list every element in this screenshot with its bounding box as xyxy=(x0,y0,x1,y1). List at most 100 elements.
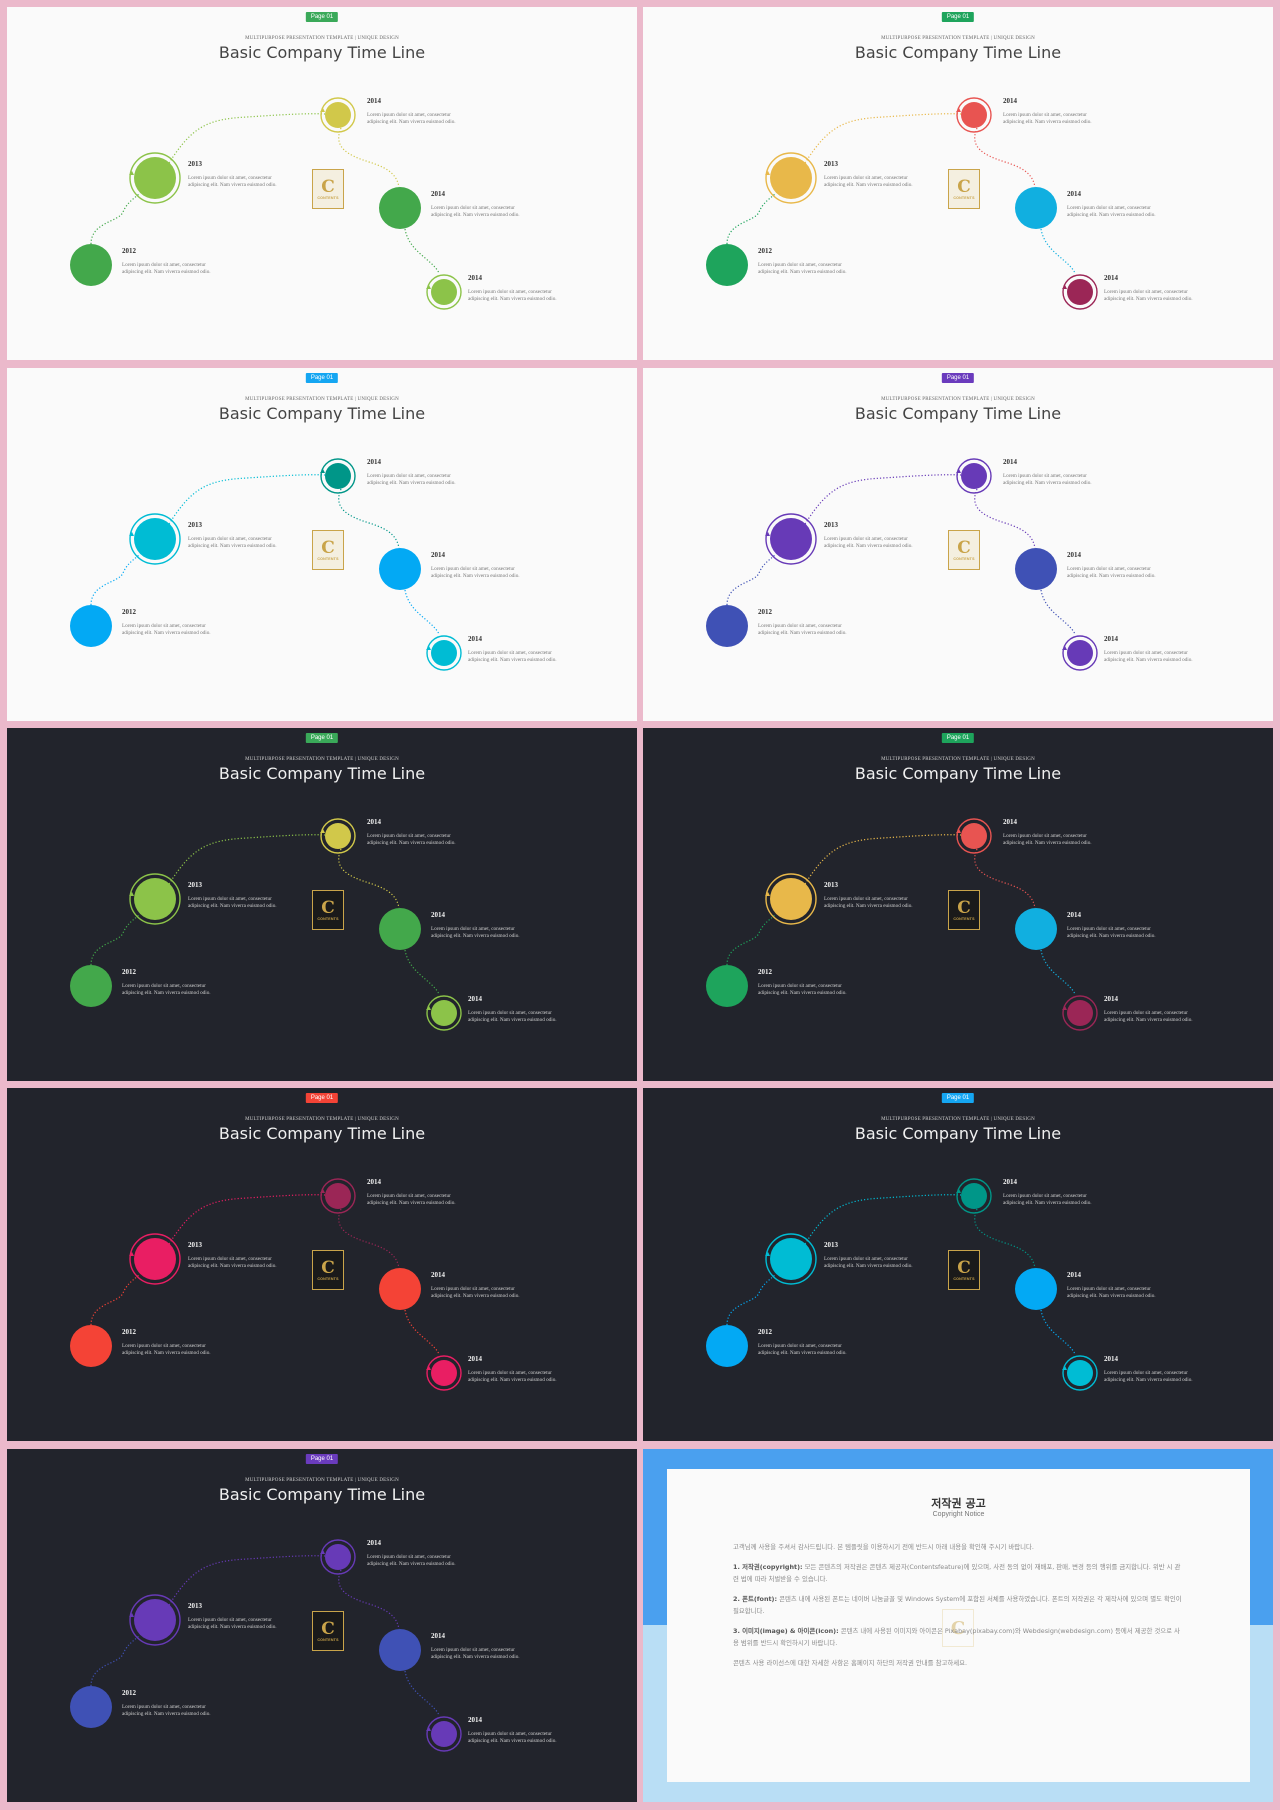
milestone-text-line: adipiscing elit. Nam viverra euismod odi… xyxy=(1003,840,1092,846)
slide-4[interactable]: Page 01 MULTIPURPOSE PRESENTATION TEMPLAT… xyxy=(643,368,1273,721)
milestone-dot[interactable] xyxy=(1015,908,1057,950)
milestone-dot[interactable] xyxy=(70,244,112,286)
copyright-notice-slide[interactable]: C 저작권 공고 Copyright Notice 고객님께 사용을 주셔서 감… xyxy=(643,1449,1273,1802)
milestone-year: 2013 xyxy=(188,1241,203,1249)
slide-kicker: MULTIPURPOSE PRESENTATION TEMPLATE | UNI… xyxy=(245,757,399,762)
milestone-dot[interactable] xyxy=(134,157,176,199)
slide-1[interactable]: Page 01 MULTIPURPOSE PRESENTATION TEMPLAT… xyxy=(7,7,637,360)
milestone-dot[interactable] xyxy=(706,965,748,1007)
milestone-dot[interactable] xyxy=(70,605,112,647)
timeline-connector xyxy=(726,554,776,606)
milestone-dot[interactable] xyxy=(770,518,812,560)
milestone-ring xyxy=(129,1233,181,1285)
milestone-dot[interactable] xyxy=(134,1599,176,1641)
milestone-text-line: adipiscing elit. Nam viverra euismod odi… xyxy=(1067,573,1156,579)
milestone-year: 2014 xyxy=(431,551,446,559)
milestone-year: 2014 xyxy=(468,274,483,282)
milestone-text-line: adipiscing elit. Nam viverra euismod odi… xyxy=(1003,480,1092,486)
slide-8[interactable]: Page 01 MULTIPURPOSE PRESENTATION TEMPLAT… xyxy=(643,1088,1273,1441)
milestone-dot[interactable] xyxy=(431,1360,457,1386)
milestone-dot[interactable] xyxy=(325,102,351,128)
milestone-dot[interactable] xyxy=(1067,1360,1093,1386)
notice-section-image: 3. 이미지(image) & 아이콘(icon): 콘텐츠 내에 사용된 이미… xyxy=(733,1627,1180,1647)
slide-title: Basic Company Time Line xyxy=(218,404,426,423)
slide-kicker: MULTIPURPOSE PRESENTATION TEMPLATE | UNI… xyxy=(881,397,1035,402)
milestone-dot[interactable] xyxy=(706,605,748,647)
milestone-dot[interactable] xyxy=(961,102,987,128)
milestone-dot[interactable] xyxy=(325,823,351,849)
milestone-dot[interactable] xyxy=(134,878,176,920)
milestone-dot[interactable] xyxy=(961,1183,987,1209)
milestone-text-line: adipiscing elit. Nam viverra euismod odi… xyxy=(468,296,557,302)
milestone-text-line: Lorem ipsum dolor sit amet, consectetur xyxy=(1003,112,1087,118)
timeline-connector xyxy=(338,127,400,188)
milestone-dot[interactable] xyxy=(961,463,987,489)
slide-6[interactable]: Page 01 MULTIPURPOSE PRESENTATION TEMPLAT… xyxy=(643,728,1273,1081)
milestone-dot[interactable] xyxy=(1015,548,1057,590)
slide-3[interactable]: Page 01 MULTIPURPOSE PRESENTATION TEMPLAT… xyxy=(7,368,637,721)
milestone-text-line: adipiscing elit. Nam viverra euismod odi… xyxy=(188,903,277,909)
milestone-dot[interactable] xyxy=(1067,640,1093,666)
slide-5[interactable]: Page 01 MULTIPURPOSE PRESENTATION TEMPLAT… xyxy=(7,728,637,1081)
milestone-dot[interactable] xyxy=(325,1183,351,1209)
slide-title: Basic Company Time Line xyxy=(218,1124,426,1143)
milestone-text-line: Lorem ipsum dolor sit amet, consectetur xyxy=(431,566,515,572)
milestone-dot[interactable] xyxy=(1015,187,1057,229)
notice-section-copyright: 1. 저작권(copyright): 모든 콘텐츠의 저작권은 콘텐츠 제공자(… xyxy=(733,1563,1181,1583)
milestone-dot[interactable] xyxy=(325,463,351,489)
milestone-text-line: Lorem ipsum dolor sit amet, consectetur xyxy=(367,833,451,839)
arrow-icon xyxy=(320,469,325,473)
milestone-dot[interactable] xyxy=(770,1238,812,1280)
milestone-year: 2012 xyxy=(122,247,137,255)
milestone-dot[interactable] xyxy=(431,1721,457,1747)
milestone-year: 2014 xyxy=(1067,551,1082,559)
milestone-dot[interactable] xyxy=(1067,279,1093,305)
milestone-dot[interactable] xyxy=(134,518,176,560)
milestone-dot[interactable] xyxy=(431,640,457,666)
milestone-dot[interactable] xyxy=(379,187,421,229)
milestone-dot[interactable] xyxy=(770,878,812,920)
slide-7[interactable]: Page 01 MULTIPURPOSE PRESENTATION TEMPLAT… xyxy=(7,1088,637,1441)
milestone-ring xyxy=(426,1716,462,1752)
milestone-dot[interactable] xyxy=(1067,1000,1093,1026)
milestone-dot[interactable] xyxy=(325,1544,351,1570)
timeline-connector xyxy=(338,1208,400,1269)
milestone-dot[interactable] xyxy=(379,548,421,590)
milestone-dot[interactable] xyxy=(379,1268,421,1310)
milestone-dot[interactable] xyxy=(70,1686,112,1728)
timeline-connector xyxy=(168,834,326,885)
timeline-connector xyxy=(804,113,962,164)
milestone-ring xyxy=(320,1539,356,1575)
milestone-text-line: Lorem ipsum dolor sit amet, consectetur xyxy=(468,650,552,656)
slide-2[interactable]: Page 01 MULTIPURPOSE PRESENTATION TEMPLAT… xyxy=(643,7,1273,360)
milestone-dot[interactable] xyxy=(431,1000,457,1026)
milestone-text-line: adipiscing elit. Nam viverra euismod odi… xyxy=(122,630,211,636)
milestone-text-line: adipiscing elit. Nam viverra euismod odi… xyxy=(431,1293,520,1299)
milestone-dot[interactable] xyxy=(706,244,748,286)
milestone-text-line: Lorem ipsum dolor sit amet, consectetur xyxy=(1104,1370,1188,1376)
logo-letter: C xyxy=(321,897,335,918)
milestone-dot[interactable] xyxy=(961,823,987,849)
milestone-dot[interactable] xyxy=(134,1238,176,1280)
slide-9[interactable]: Page 01 MULTIPURPOSE PRESENTATION TEMPLAT… xyxy=(7,1449,637,1802)
milestone-dot[interactable] xyxy=(379,908,421,950)
milestone-ring xyxy=(129,1594,181,1646)
milestone-dot[interactable] xyxy=(70,1325,112,1367)
milestone-ring xyxy=(765,513,817,565)
milestone-dot[interactable] xyxy=(431,279,457,305)
logo-text: CONTENTS xyxy=(317,195,339,200)
milestone-dot[interactable] xyxy=(379,1629,421,1671)
milestone-dot[interactable] xyxy=(1015,1268,1057,1310)
milestone-year: 2014 xyxy=(367,1539,382,1547)
notice-outro: 콘텐츠 사용 라이선스에 대한 자세한 사항은 홈페이지 하단의 저작권 안내를… xyxy=(733,1659,968,1667)
arrow-icon xyxy=(129,1613,134,1617)
timeline-graphic: 2012 Lorem ipsum dolor sit amet, consecte… xyxy=(706,1178,1193,1391)
milestone-dot[interactable] xyxy=(70,965,112,1007)
arrow-icon xyxy=(320,108,325,112)
milestone-dot[interactable] xyxy=(706,1325,748,1367)
milestone-text-line: adipiscing elit. Nam viverra euismod odi… xyxy=(824,543,913,549)
timeline-connector xyxy=(168,1194,326,1245)
milestone-text-line: adipiscing elit. Nam viverra euismod odi… xyxy=(431,1654,520,1660)
milestone-text-line: Lorem ipsum dolor sit amet, consectetur xyxy=(468,1731,552,1737)
milestone-dot[interactable] xyxy=(770,157,812,199)
